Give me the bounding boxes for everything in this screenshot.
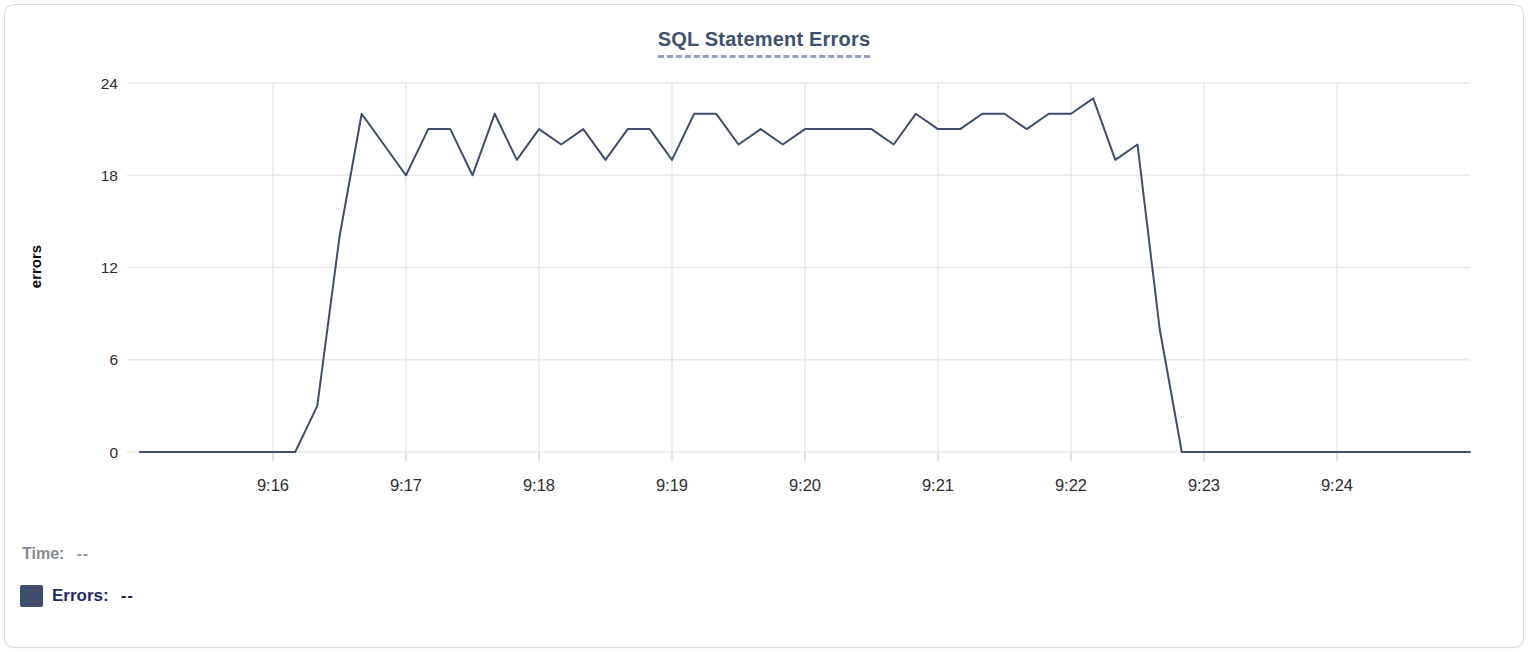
x-tick-label: 9:17	[390, 476, 422, 494]
legend-errors-row[interactable]: Errors: --	[20, 585, 134, 607]
x-tick-label: 9:19	[656, 476, 688, 494]
y-tick-label: 6	[109, 351, 118, 368]
x-tick-label: 9:24	[1321, 476, 1353, 494]
legend-time-label: Time:	[22, 545, 64, 563]
legend-errors-value: --	[121, 586, 134, 606]
errors-series-swatch	[20, 585, 43, 607]
errors-line-chart: 0 6 12 18 24 9:16 9:17 9:18 9:19 9:20 9:21 9:22 9:23…	[0, 0, 1528, 515]
x-tick-label: 9:20	[789, 476, 821, 494]
x-tick-label: 9:18	[523, 476, 555, 494]
x-tick-label: 9:16	[257, 476, 289, 494]
y-tick-label: 12	[101, 259, 118, 276]
legend-errors-label: Errors:	[52, 586, 109, 606]
x-tick-label: 9:23	[1188, 476, 1220, 494]
x-tick-label: 9:22	[1055, 476, 1087, 494]
legend-time-row: Time: --	[22, 545, 89, 563]
x-tick-label: 9:21	[922, 476, 954, 494]
legend-time-value: --	[76, 545, 89, 563]
y-tick-label: 18	[101, 167, 118, 184]
y-tick-label: 0	[109, 444, 118, 461]
y-tick-label: 24	[101, 75, 119, 92]
